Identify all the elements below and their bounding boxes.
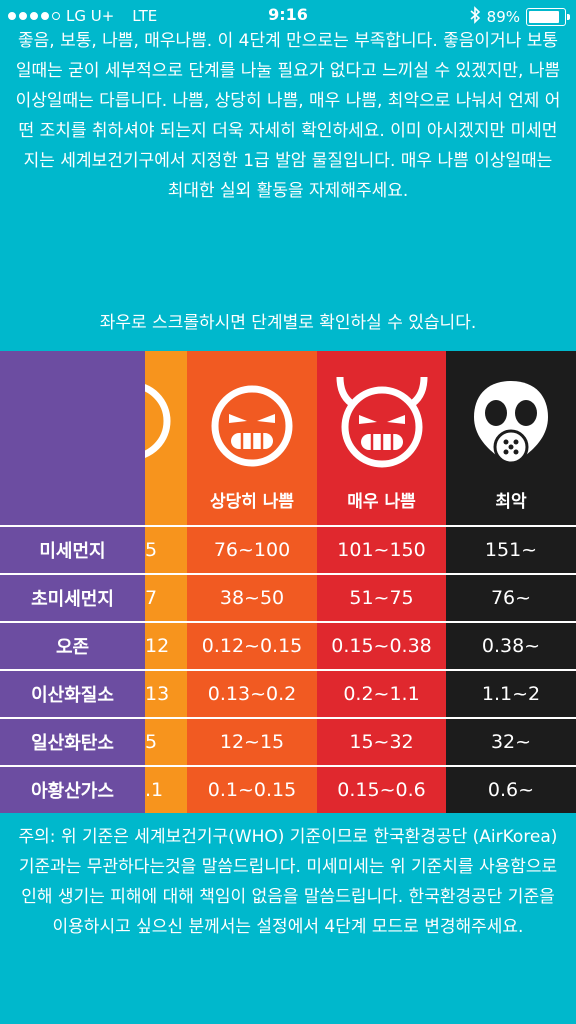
table-cell: 76~100 (187, 525, 317, 573)
row-label: 일산화탄소 (0, 717, 145, 765)
partial-column-header (145, 351, 187, 525)
column-header: 매우 나쁨 (317, 351, 446, 525)
table-cell: 0.15~0.38 (317, 621, 446, 669)
battery-percent: 89% (486, 8, 520, 26)
row-label: 초미세먼지 (0, 573, 145, 621)
table-cell: 151~ (446, 525, 576, 573)
status-left: LG U+ LTE (8, 7, 157, 25)
table-cell: 5 (145, 525, 187, 573)
column-name: 최악 (495, 492, 527, 512)
network-type: LTE (132, 7, 158, 25)
table-cell: 0.15~0.6 (317, 765, 446, 813)
status-right: 89% (469, 6, 570, 28)
table-cell: 15~32 (317, 717, 446, 765)
table-cell: 38~50 (187, 573, 317, 621)
table-cell: 12 (145, 621, 187, 669)
partial-column-bad: 5 7 12 13 5.1 (145, 351, 187, 813)
table-cell: 0.12~0.15 (187, 621, 317, 669)
column-very-bad-2: 매우 나쁨 101~150 51~75 0.15~0.38 0.2~1.1 15~32 0… (317, 351, 446, 813)
footer-note: 주의: 위 기준은 세계보건기구(WHO) 기준이므로 한국환경공단 (AirK… (18, 827, 558, 937)
table-cell: 101~150 (317, 525, 446, 573)
carrier-name: LG U+ (66, 7, 115, 25)
column-header: 최악 (446, 351, 576, 525)
air-quality-table[interactable]: 5 7 12 13 5.1 상당히 나쁨 76~100 38~50 0.12~0.15 0.1… (0, 351, 576, 813)
battery-icon (526, 8, 570, 26)
table-cell: 5 (145, 717, 187, 765)
table-cell: 32~ (446, 717, 576, 765)
table-cell: 1.1~2 (446, 669, 576, 717)
status-time: 9:16 (268, 5, 308, 24)
table-cell: 12~15 (187, 717, 317, 765)
table-cell: 0.1~0.15 (187, 765, 317, 813)
status-bar: LG U+ LTE 9:16 89% (0, 0, 576, 32)
partial-face-icon (145, 384, 171, 458)
column-name: 매우 나쁨 (347, 492, 416, 512)
signal-strength-icon (8, 12, 60, 20)
column-header: 상당히 나쁨 (187, 351, 317, 525)
table-cell: 76~ (446, 573, 576, 621)
table-cell: 13 (145, 669, 187, 717)
devil-face-icon (336, 376, 427, 468)
intro-paragraph: 좋음, 보통, 나쁨, 매우나쁨. 이 4단계 만으로는 부족합니다. 좋음이거… (15, 31, 561, 201)
row-label: 미세먼지 (0, 525, 145, 573)
row-label: 이산화질소 (0, 669, 145, 717)
table-cell: 51~75 (317, 573, 446, 621)
bluetooth-icon (469, 6, 481, 28)
table-cell: 0.13~0.2 (187, 669, 317, 717)
scroll-hint: 좌우로 스크롤하시면 단계별로 확인하실 수 있습니다. (99, 313, 477, 333)
table-cell: .1 (145, 765, 187, 813)
row-label: 오존 (0, 621, 145, 669)
table-cell: 0.2~1.1 (317, 669, 446, 717)
table-cell: 0.38~ (446, 621, 576, 669)
column-very-bad-1: 상당히 나쁨 76~100 38~50 0.12~0.15 0.13~0.2 12~15… (187, 351, 317, 813)
gas-mask-icon (474, 381, 548, 465)
column-worst: 최악 151~ 76~ 0.38~ 1.1~2 32~ 0.6~ (446, 351, 576, 813)
row-label: 아황산가스 (0, 765, 145, 813)
row-labels: 미세먼지 초미세먼지 오존 이산화질소 일산화탄소 아황산가스 (0, 351, 145, 813)
column-name: 상당히 나쁨 (209, 492, 295, 512)
angry-face-icon (211, 385, 293, 467)
table-cell: 0.6~ (446, 765, 576, 813)
table-cell: 7 (145, 573, 187, 621)
